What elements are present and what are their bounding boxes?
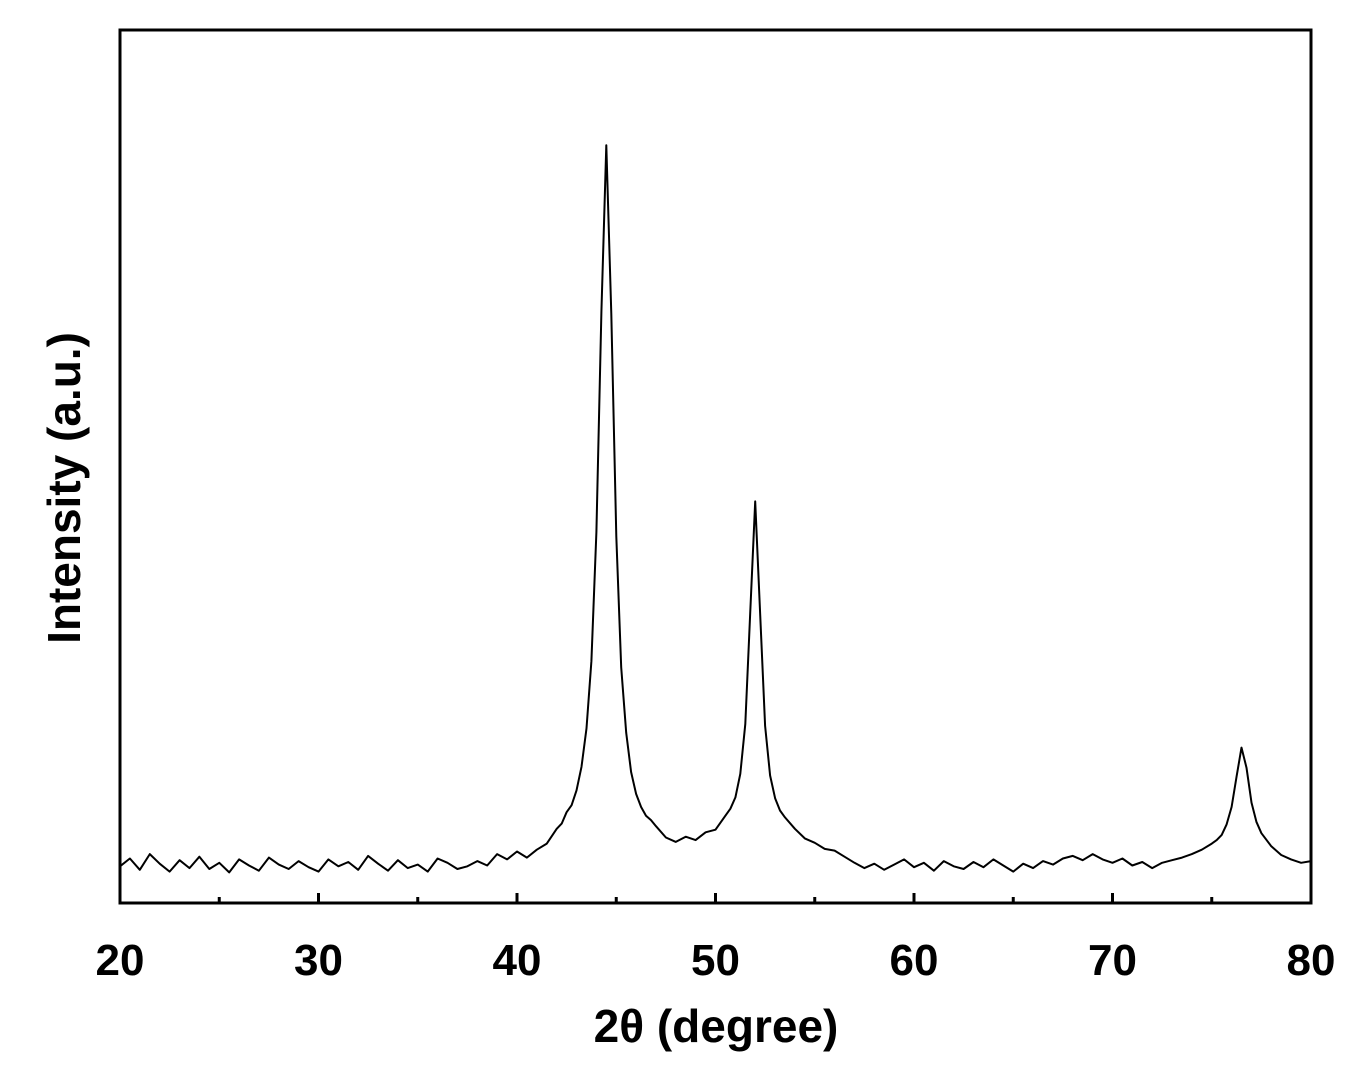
x-tick-label: 40	[493, 936, 542, 985]
x-tick-label: 50	[691, 936, 740, 985]
x-tick-label: 20	[96, 936, 145, 985]
x-tick-label: 30	[294, 936, 343, 985]
y-axis-label: Intensity (a.u.)	[38, 332, 90, 644]
plot-frame	[118, 28, 1313, 905]
x-tick-label: 60	[890, 936, 939, 985]
data-line	[119, 144, 1312, 874]
x-tick-label: 80	[1287, 936, 1336, 985]
x-axis-label: 2θ (degree)	[594, 1000, 839, 1052]
x-tick-label: 70	[1088, 936, 1137, 985]
